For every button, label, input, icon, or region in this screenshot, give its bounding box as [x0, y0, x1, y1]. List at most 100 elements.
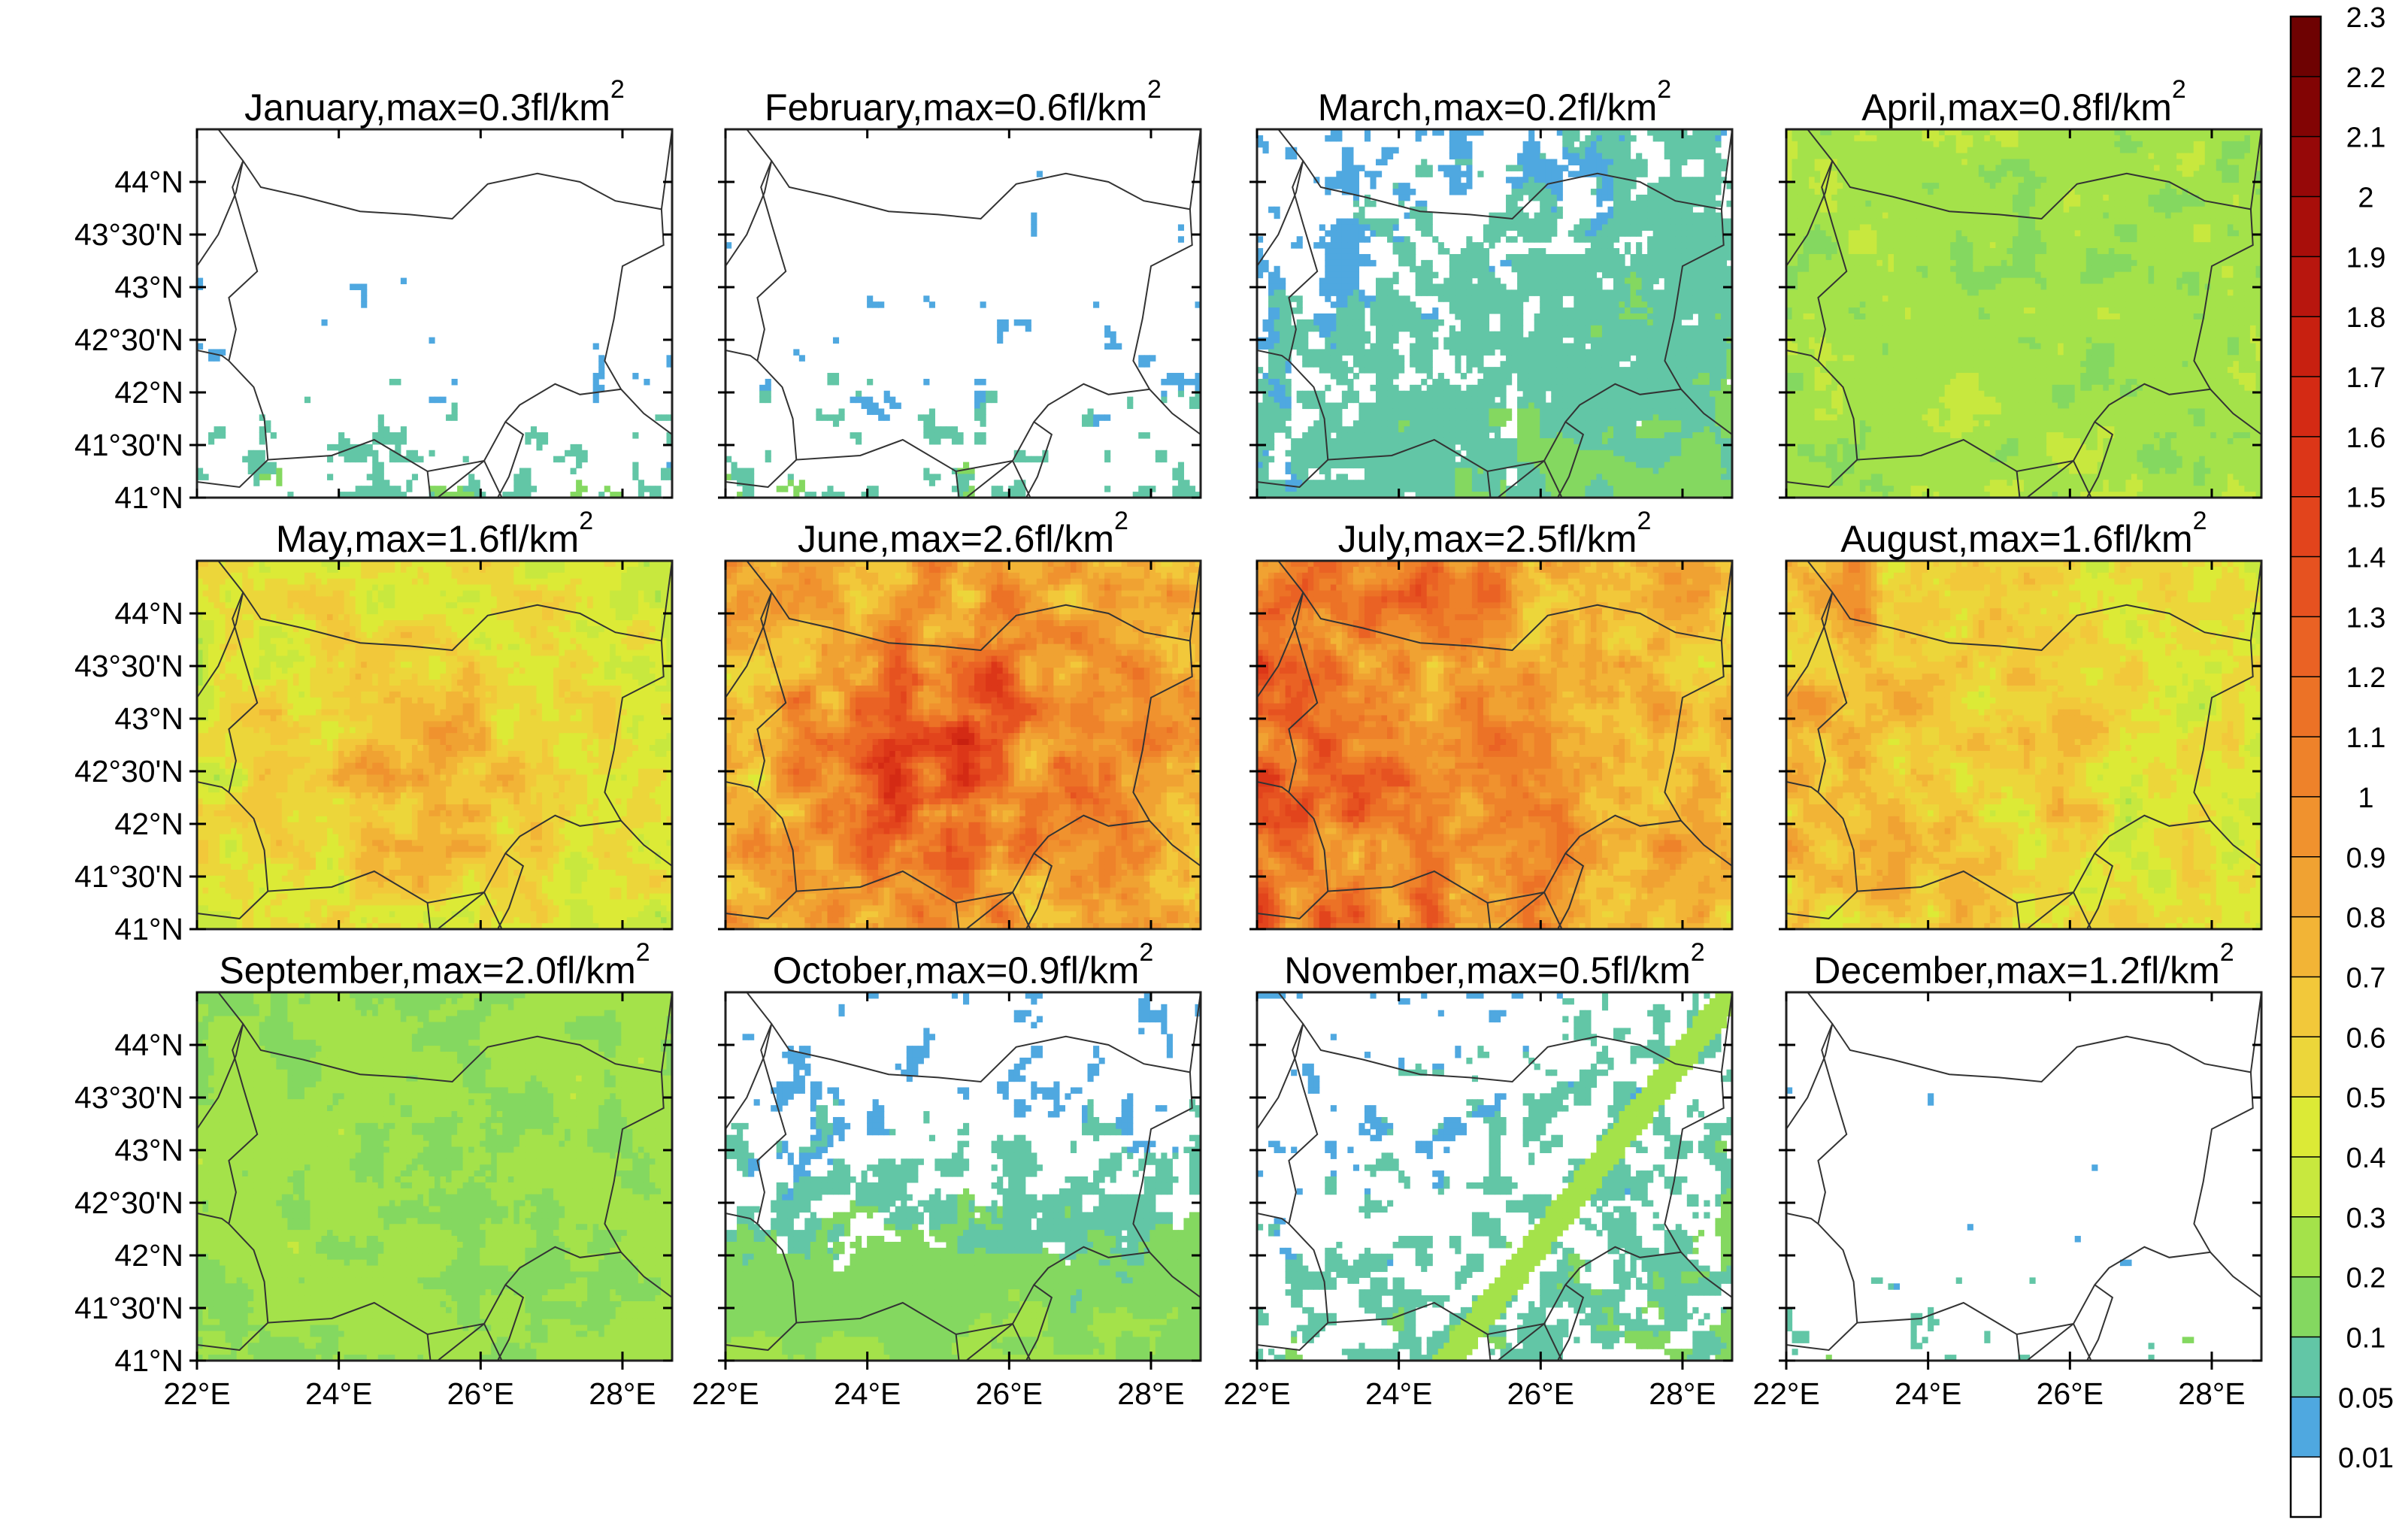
- density-cell: [1670, 438, 1677, 445]
- density-cell: [1437, 396, 1444, 404]
- density-cell: [1506, 301, 1513, 308]
- density-cell: [1664, 408, 1670, 415]
- density-cell: [1500, 331, 1507, 338]
- density-cell: [1545, 480, 1552, 486]
- density-cell: [1330, 331, 1337, 338]
- density-cell: [1625, 426, 1631, 433]
- density-cell: [1274, 206, 1280, 213]
- density-cell: [1843, 147, 1849, 154]
- density-cell: [2227, 159, 2234, 166]
- density-cell: [1257, 408, 1264, 415]
- density-cell: [2216, 147, 2222, 154]
- density-cell: [1387, 295, 1394, 302]
- density-cell: [1704, 325, 1710, 332]
- density-cell: [1709, 396, 1716, 404]
- density-cell: [1257, 253, 1264, 261]
- density-cell: [1647, 183, 1654, 189]
- density-cell: [1398, 236, 1405, 243]
- density-cell: [1698, 265, 1704, 273]
- density-cell: [1625, 444, 1631, 451]
- density-cell: [2085, 147, 2092, 154]
- density-cell: [1658, 177, 1665, 183]
- density-cell: [1567, 378, 1574, 386]
- density-cell: [1664, 253, 1670, 261]
- density-cell: [1352, 337, 1360, 344]
- density-cell: [1720, 492, 1728, 498]
- density-cell: [1517, 271, 1524, 279]
- density-cell: [1364, 361, 1371, 368]
- density-cell: [1381, 277, 1388, 285]
- density-cell: [1658, 271, 1665, 279]
- density-cell: [1257, 486, 1264, 492]
- density-cell: [1675, 224, 1682, 231]
- density-cell: [2204, 129, 2211, 136]
- density-cell: [1466, 444, 1473, 451]
- density-cell: [1720, 129, 1728, 136]
- density-cell: [1325, 331, 1331, 338]
- density-cell: [1398, 325, 1405, 332]
- density-cell: [1664, 265, 1670, 273]
- density-cell: [1381, 283, 1388, 290]
- density-cell: [1483, 378, 1490, 386]
- bulgaria-border: [756, 160, 1193, 473]
- density-cell: [1601, 390, 1609, 398]
- density-cell: [2199, 141, 2206, 148]
- density-cell: [1330, 177, 1337, 183]
- density-cell: [1585, 230, 1592, 237]
- density-cell: [1607, 224, 1614, 231]
- density-cell: [1432, 438, 1439, 445]
- density-cell: [1556, 456, 1563, 463]
- density-cell: [1347, 265, 1354, 273]
- density-cell: [1528, 165, 1535, 171]
- density-cell: [1471, 444, 1479, 451]
- density-cell: [725, 456, 732, 463]
- density-cell: [1352, 331, 1360, 338]
- density-cell: [1545, 183, 1552, 189]
- density-cell: [1517, 189, 1524, 195]
- density-cell: [1534, 486, 1540, 492]
- density-cell: [530, 486, 538, 492]
- density-cell: [2148, 135, 2155, 142]
- density-cell: [765, 396, 771, 404]
- density-cell: [327, 444, 334, 451]
- density-cell: [1647, 450, 1654, 457]
- density-cell: [1443, 426, 1450, 433]
- density-cell: [1370, 313, 1377, 320]
- density-cell: [2007, 147, 2013, 154]
- density-cell: [1601, 159, 1609, 166]
- density-field-march: [1257, 129, 1732, 498]
- density-cell: [1540, 462, 1546, 469]
- density-cell: [1483, 390, 1490, 398]
- density-cell: [1511, 183, 1518, 189]
- density-cell: [980, 378, 986, 386]
- density-cell: [1511, 200, 1518, 207]
- density-cell: [1517, 206, 1524, 213]
- density-cell: [1358, 444, 1365, 451]
- density-cell: [1291, 474, 1298, 480]
- density-cell: [525, 432, 532, 439]
- density-cell: [1477, 271, 1484, 279]
- density-cell: [1364, 486, 1371, 492]
- density-cell: [1658, 313, 1665, 320]
- density-cell: [1798, 165, 1804, 171]
- density-cell: [507, 492, 514, 498]
- density-cell: [253, 480, 260, 486]
- density-cell: [1330, 265, 1337, 273]
- panel-title: February,max=0.6fl/km2: [765, 75, 1162, 129]
- density-cell: [1928, 141, 1934, 148]
- density-cell: [1540, 414, 1546, 421]
- density-cell: [1341, 307, 1348, 314]
- density-cell: [344, 450, 350, 457]
- density-cell: [1726, 486, 1732, 492]
- density-cell: [1686, 438, 1693, 445]
- density-cell: [1664, 373, 1670, 380]
- density-cell: [1720, 265, 1728, 273]
- density-cell: [1325, 474, 1331, 480]
- density-cell: [2024, 135, 2031, 142]
- density-cell: [1460, 265, 1467, 273]
- density-cell: [1545, 355, 1552, 362]
- density-cell: [1613, 450, 1620, 457]
- density-cell: [1854, 147, 1861, 154]
- density-cell: [2244, 141, 2251, 148]
- density-cell: [2182, 153, 2188, 160]
